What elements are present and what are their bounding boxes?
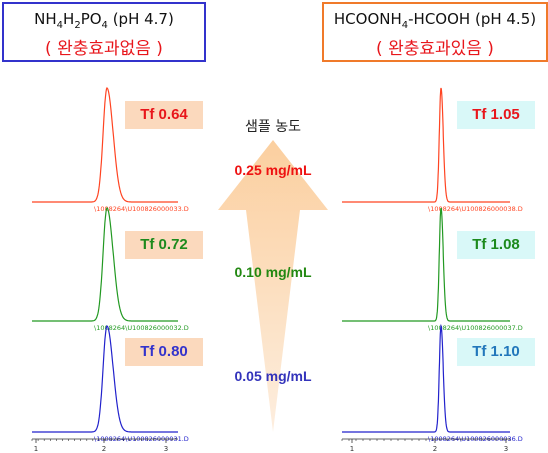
concentration-label-high: 0.25 mg/mL [234,162,312,178]
left-trace-high [32,86,178,203]
arrow-caption: 샘플 농도 [245,119,301,135]
left-tick-label: 2 [102,445,106,453]
left-condition-title: NH4H2PO4 (pH 4.7) [34,10,174,31]
left-tick-label: 1 [34,445,38,453]
left-condition-box: NH4H2PO4 (pH 4.7) ( 완충효과없음 ) [2,2,206,62]
right-trace-high [342,87,510,203]
right-trace-mid [342,207,510,322]
right-condition-box: HCOONH4-HCOOH (pH 4.5) ( 완충효과있음 ) [322,2,548,62]
right-tick-label: 2 [433,445,437,453]
right-tick-label: 1 [350,445,354,453]
right-file-label-high: \1008264\U100826000038.D [428,205,523,213]
right-tf-low: Tf 1.10 [457,338,535,366]
left-tf-low: Tf 0.80 [125,338,203,366]
left-trace-mid [32,206,178,322]
right-tf-high: Tf 1.05 [457,101,535,129]
right-file-label-mid: \1008264\U100826000037.D [428,324,523,332]
left-tf-mid: Tf 0.72 [125,231,203,259]
left-tick-label: 3 [164,445,168,453]
right-tf-mid: Tf 1.08 [457,231,535,259]
concentration-label-mid: 0.10 mg/mL [234,264,312,280]
left-file-label-mid: \1008264\U100826000032.D [94,324,189,332]
concentration-arrow [218,140,328,432]
right-trace-low [342,323,510,433]
right-condition-subtitle: ( 완충효과있음 ) [376,39,494,59]
right-tick-label: 3 [504,445,508,453]
left-condition-subtitle: ( 완충효과없음 ) [45,39,163,59]
chromatogram-axes: 1 2 3 1 2 3 [31,438,511,453]
left-file-label-high: \1008264\U100826000033.D [94,205,189,213]
concentration-label-low: 0.05 mg/mL [234,368,312,384]
left-tf-high: Tf 0.64 [125,101,203,129]
right-condition-title: HCOONH4-HCOOH (pH 4.5) [333,10,537,31]
left-trace-low [32,324,178,433]
